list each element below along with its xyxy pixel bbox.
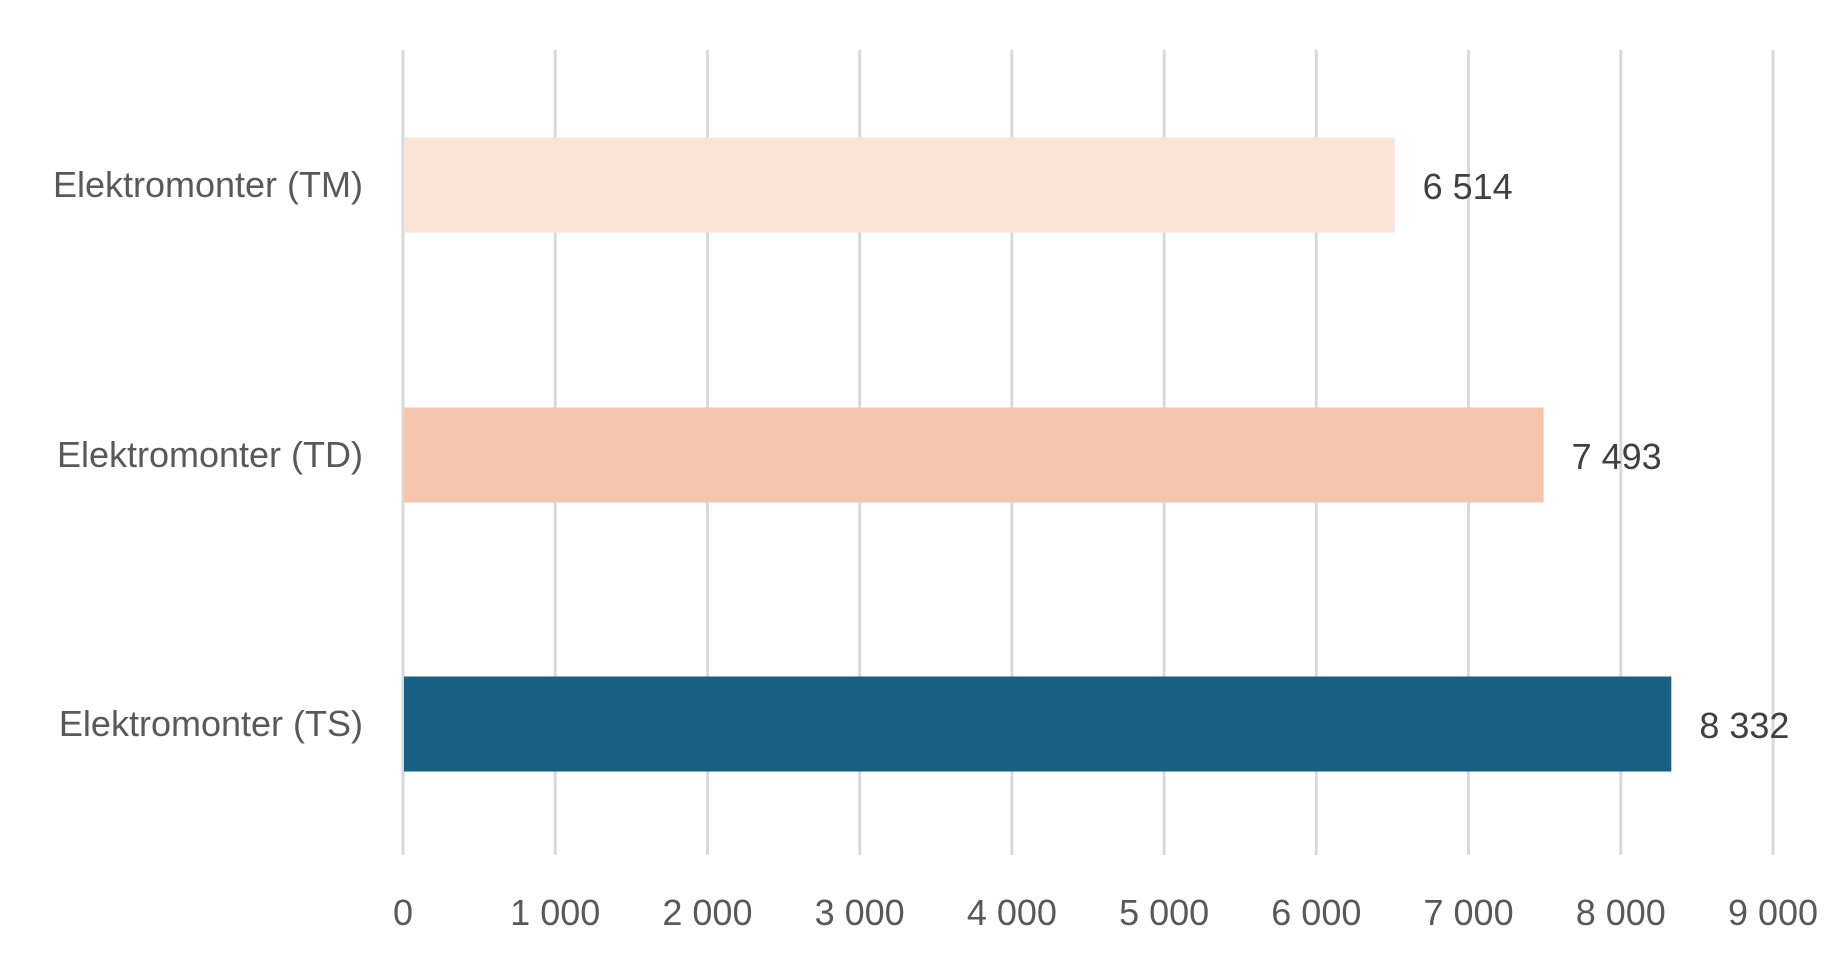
category-labels: Elektromonter (TM) Elektromonter (TD) Elek… xyxy=(53,164,363,744)
category-label: Elektromonter (TS) xyxy=(59,703,363,744)
x-tick-label: 7 000 xyxy=(1424,892,1514,933)
bar xyxy=(404,676,1672,772)
x-tick-label: 4 000 xyxy=(967,892,1057,933)
data-label: 8 332 xyxy=(1699,705,1789,746)
x-tick-label: 0 xyxy=(393,892,413,933)
x-tick-label: 2 000 xyxy=(662,892,752,933)
bar xyxy=(404,137,1395,233)
category-label: Elektromonter (TD) xyxy=(57,434,363,475)
x-tick-label: 9 000 xyxy=(1728,892,1818,933)
x-tick-label: 1 000 xyxy=(510,892,600,933)
x-tick-label: 5 000 xyxy=(1119,892,1209,933)
data-label: 6 514 xyxy=(1423,166,1513,207)
x-tick-label: 3 000 xyxy=(815,892,905,933)
x-tick-label: 8 000 xyxy=(1576,892,1666,933)
bars xyxy=(404,137,1672,772)
category-label: Elektromonter (TM) xyxy=(53,164,363,205)
data-labels: 6 514 7 493 8 332 xyxy=(1423,166,1790,746)
x-tick-label: 6 000 xyxy=(1271,892,1361,933)
data-label: 7 493 xyxy=(1572,436,1662,477)
bar xyxy=(404,407,1544,503)
x-axis-ticks: 0 1 000 2 000 3 000 4 000 5 000 6 000 7 000 8 00… xyxy=(393,892,1818,933)
